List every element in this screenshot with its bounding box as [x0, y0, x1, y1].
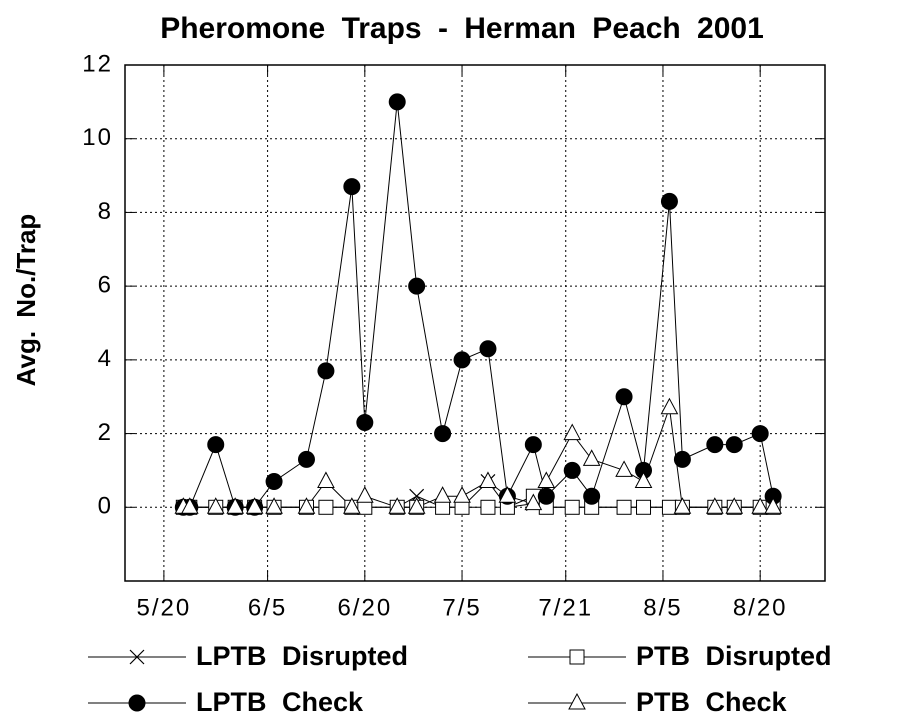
- point: [582, 449, 601, 466]
- point: [563, 423, 582, 441]
- chart-title: Pheromone Traps - Herman Peach 2001: [160, 12, 764, 45]
- legend-item: PTB Check: [528, 687, 788, 717]
- point: [636, 499, 652, 515]
- point: [226, 497, 245, 514]
- legend-item: LPTB Check: [88, 687, 364, 717]
- point: [317, 362, 335, 380]
- x-tick-label: 5/20: [137, 594, 192, 621]
- legend-label: LPTB Check: [196, 687, 364, 717]
- point: [706, 436, 724, 454]
- point: [660, 192, 678, 210]
- point: [479, 340, 497, 358]
- point: [408, 277, 426, 295]
- x-tick-label: 6/5: [248, 594, 287, 621]
- point: [479, 471, 497, 488]
- point: [524, 493, 543, 511]
- point: [433, 486, 452, 503]
- x-tick-label: 8/20: [733, 594, 788, 621]
- point: [725, 497, 744, 514]
- point: [751, 425, 769, 443]
- x-tick-label: 7/21: [538, 594, 593, 621]
- legend-item: PTB Disrupted: [528, 641, 832, 671]
- point: [498, 486, 517, 503]
- point: [537, 471, 556, 488]
- y-tick-label: 2: [98, 419, 113, 446]
- point: [634, 471, 653, 488]
- y-tick-label: 4: [98, 345, 113, 372]
- point: [537, 487, 555, 505]
- point: [764, 497, 782, 514]
- point: [615, 460, 633, 477]
- point-x: [129, 649, 145, 665]
- legend-label: LPTB Disrupted: [196, 641, 408, 671]
- point: [434, 425, 452, 443]
- point: [660, 397, 679, 415]
- point: [180, 497, 199, 514]
- point: [453, 486, 471, 503]
- point: [343, 178, 361, 196]
- legend-item: LPTB Disrupted: [88, 641, 408, 671]
- point: [388, 497, 407, 514]
- legend-label: PTB Check: [636, 687, 788, 717]
- point: [245, 497, 264, 514]
- point: [673, 450, 691, 468]
- point: [615, 388, 633, 406]
- point: [297, 450, 315, 468]
- point: [356, 414, 374, 432]
- point: [207, 436, 225, 454]
- x-tick-label: 6/20: [337, 594, 392, 621]
- y-tick-label: 0: [98, 493, 113, 520]
- y-axis-label: Avg. No./Trap: [11, 214, 41, 387]
- y-tick-label: 8: [98, 198, 113, 225]
- point: [673, 497, 692, 514]
- x-tick-label: 8/5: [643, 594, 682, 621]
- legend-label: PTB Disrupted: [636, 641, 832, 671]
- point: [563, 461, 581, 479]
- point: [265, 497, 283, 514]
- point: [318, 499, 334, 515]
- point: [751, 497, 770, 514]
- point: [297, 497, 316, 514]
- legend-marker: [129, 649, 145, 665]
- y-tick-label: 6: [98, 271, 113, 298]
- point: [206, 497, 225, 514]
- point: [453, 351, 471, 369]
- legend-marker: [569, 649, 585, 665]
- legend-marker: [568, 692, 586, 710]
- point: [407, 497, 426, 514]
- x-tick-label: 7/5: [442, 594, 481, 621]
- point: [564, 499, 580, 515]
- series-line: [183, 101, 774, 508]
- point: [583, 487, 601, 505]
- point: [317, 471, 335, 488]
- point: [705, 497, 724, 514]
- point: [388, 93, 406, 111]
- point: [616, 499, 632, 515]
- point: [265, 472, 283, 490]
- point: [355, 486, 374, 503]
- point: [661, 499, 677, 515]
- point: [343, 497, 361, 514]
- legend-marker: [128, 694, 146, 712]
- point: [480, 499, 496, 515]
- y-tick-label: 12: [82, 50, 113, 77]
- point: [725, 436, 743, 454]
- point: [524, 436, 542, 454]
- y-tick-label: 10: [82, 124, 113, 151]
